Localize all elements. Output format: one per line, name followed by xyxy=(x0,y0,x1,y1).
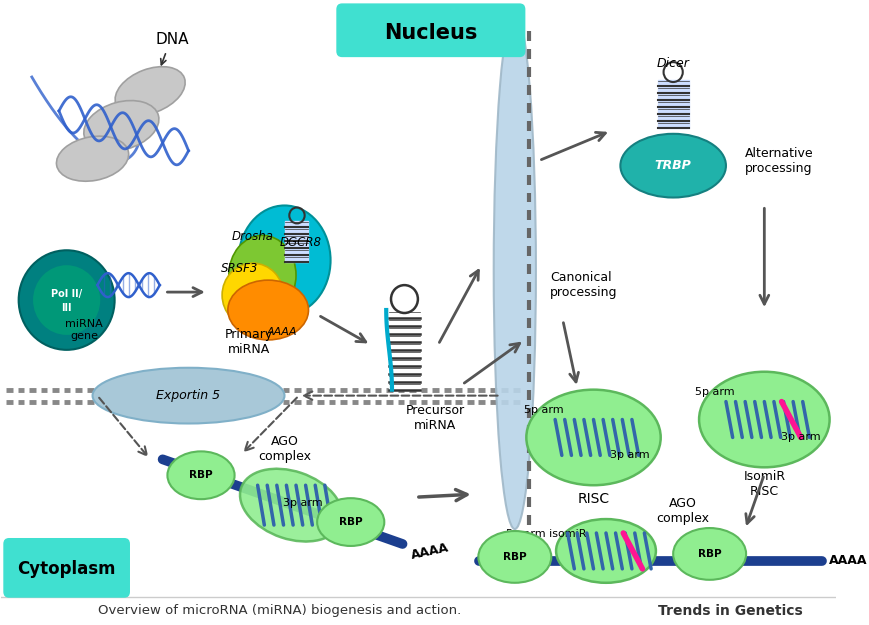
Text: Alternative
processing: Alternative processing xyxy=(744,147,813,174)
Text: Overview of microRNA (miRNA) biogenesis and action.: Overview of microRNA (miRNA) biogenesis … xyxy=(98,604,461,617)
Ellipse shape xyxy=(167,451,235,499)
Text: Precursor
miRNA: Precursor miRNA xyxy=(405,404,464,431)
Text: AGO
complex: AGO complex xyxy=(258,436,310,463)
Text: Primary
miRNA: Primary miRNA xyxy=(224,328,273,356)
Text: Drosha: Drosha xyxy=(231,230,274,243)
Text: 3p arm: 3p arm xyxy=(780,432,819,442)
Text: AAAA: AAAA xyxy=(266,327,296,337)
Text: RBP: RBP xyxy=(697,549,720,559)
Text: DGCR8: DGCR8 xyxy=(280,236,322,249)
Ellipse shape xyxy=(229,236,295,315)
Ellipse shape xyxy=(228,280,308,340)
Ellipse shape xyxy=(526,389,660,485)
Text: Trends in Genetics: Trends in Genetics xyxy=(658,604,802,618)
Ellipse shape xyxy=(555,519,655,582)
Text: RISC: RISC xyxy=(577,492,609,506)
Text: III: III xyxy=(62,303,72,313)
Text: SRSF3: SRSF3 xyxy=(221,262,258,275)
Ellipse shape xyxy=(56,136,129,181)
Text: Canonical
processing: Canonical processing xyxy=(550,271,617,299)
Text: IsomiR
RISC: IsomiR RISC xyxy=(742,470,785,498)
Ellipse shape xyxy=(699,372,829,468)
FancyBboxPatch shape xyxy=(336,3,525,57)
Text: Nucleus: Nucleus xyxy=(383,23,476,43)
Ellipse shape xyxy=(92,368,284,424)
Text: 3p arm: 3p arm xyxy=(609,451,649,461)
Ellipse shape xyxy=(493,11,535,529)
Ellipse shape xyxy=(18,250,115,350)
Ellipse shape xyxy=(478,531,551,582)
Ellipse shape xyxy=(240,469,342,541)
Text: 5p arm isomiR: 5p arm isomiR xyxy=(506,529,586,539)
Text: miRNA
gene: miRNA gene xyxy=(65,319,103,341)
Ellipse shape xyxy=(222,263,283,327)
FancyBboxPatch shape xyxy=(3,538,129,598)
Text: Dicer: Dicer xyxy=(656,57,689,69)
Text: 5p arm: 5p arm xyxy=(523,404,563,414)
Ellipse shape xyxy=(83,101,159,151)
Ellipse shape xyxy=(115,67,185,115)
Text: AGO
complex: AGO complex xyxy=(655,497,708,525)
Text: AAAA: AAAA xyxy=(410,542,450,562)
Text: 3p arm: 3p arm xyxy=(282,498,322,508)
Text: 5p arm: 5p arm xyxy=(693,387,733,397)
Ellipse shape xyxy=(317,498,384,546)
Ellipse shape xyxy=(673,528,746,580)
Text: Cytoplasm: Cytoplasm xyxy=(17,560,116,578)
Text: TRBP: TRBP xyxy=(654,159,691,172)
Ellipse shape xyxy=(238,206,330,315)
Text: Exportin 5: Exportin 5 xyxy=(156,389,221,402)
Text: RBP: RBP xyxy=(339,517,362,527)
Text: DNA: DNA xyxy=(156,32,189,47)
Text: RBP: RBP xyxy=(502,552,526,562)
Ellipse shape xyxy=(620,134,725,198)
Text: RBP: RBP xyxy=(189,470,213,480)
Ellipse shape xyxy=(33,265,100,335)
Text: Pol II/: Pol II/ xyxy=(51,289,82,299)
Text: AAAA: AAAA xyxy=(827,554,866,568)
